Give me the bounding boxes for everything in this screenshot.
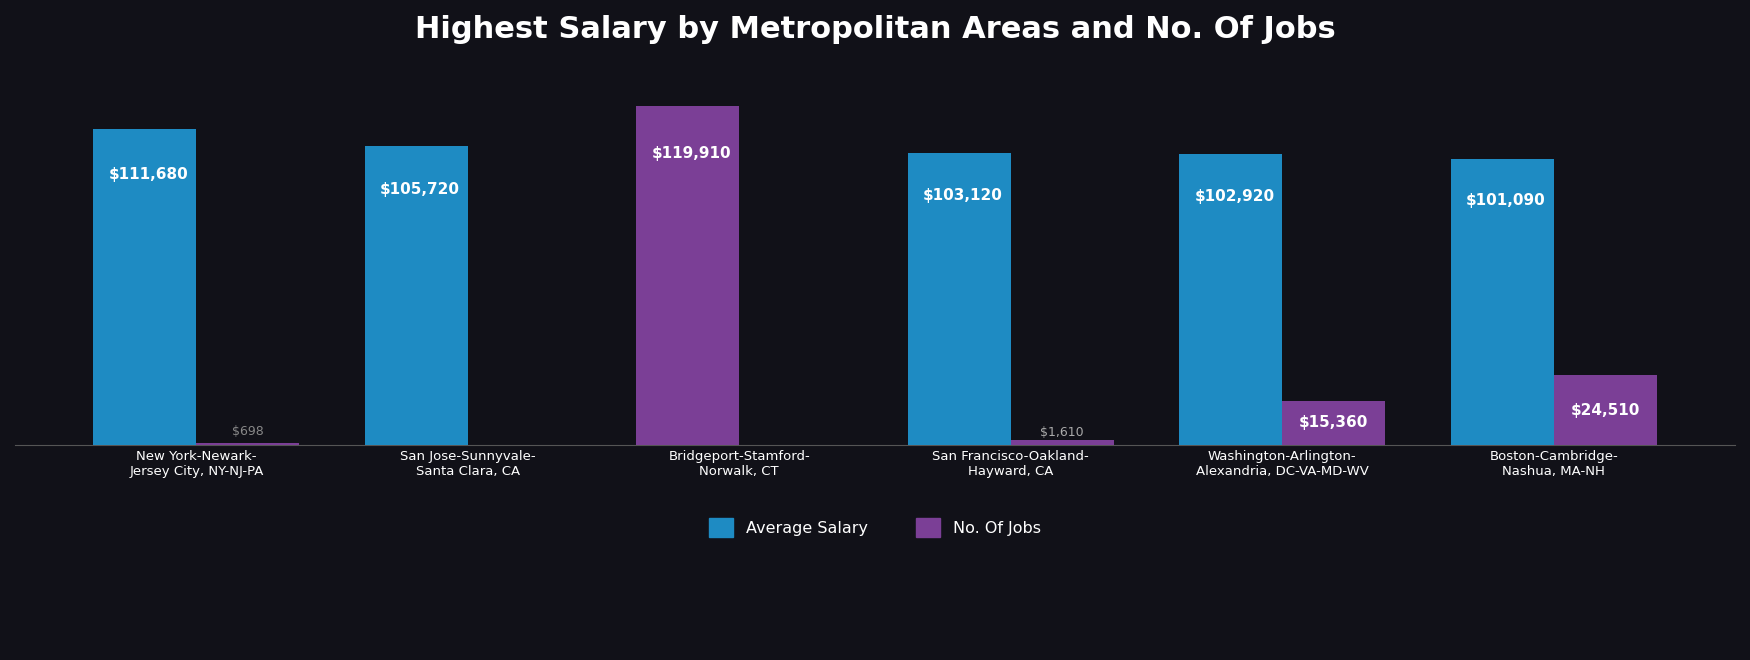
Text: $698: $698	[233, 424, 264, 438]
Text: $24,510: $24,510	[1570, 403, 1640, 418]
Bar	[1011, 440, 1115, 445]
Bar	[196, 443, 299, 445]
Bar	[364, 146, 467, 445]
Text: $1,610: $1,610	[1041, 426, 1083, 439]
Bar	[1554, 376, 1657, 445]
Bar	[1180, 154, 1283, 445]
Legend: Average Salary, No. Of Jobs: Average Salary, No. Of Jobs	[704, 512, 1046, 544]
Text: $105,720: $105,720	[380, 182, 460, 197]
Bar	[1283, 401, 1386, 445]
Text: $102,920: $102,920	[1195, 189, 1274, 204]
Bar	[1451, 159, 1554, 445]
Text: $101,090: $101,090	[1466, 193, 1545, 208]
Title: Highest Salary by Metropolitan Areas and No. Of Jobs: Highest Salary by Metropolitan Areas and…	[415, 15, 1335, 44]
Bar	[635, 106, 738, 445]
Text: $15,360: $15,360	[1298, 416, 1368, 430]
Bar	[908, 153, 1011, 445]
Bar	[93, 129, 196, 445]
Text: $103,120: $103,120	[922, 188, 1003, 203]
Text: $119,910: $119,910	[651, 147, 732, 161]
Text: $111,680: $111,680	[108, 167, 189, 182]
